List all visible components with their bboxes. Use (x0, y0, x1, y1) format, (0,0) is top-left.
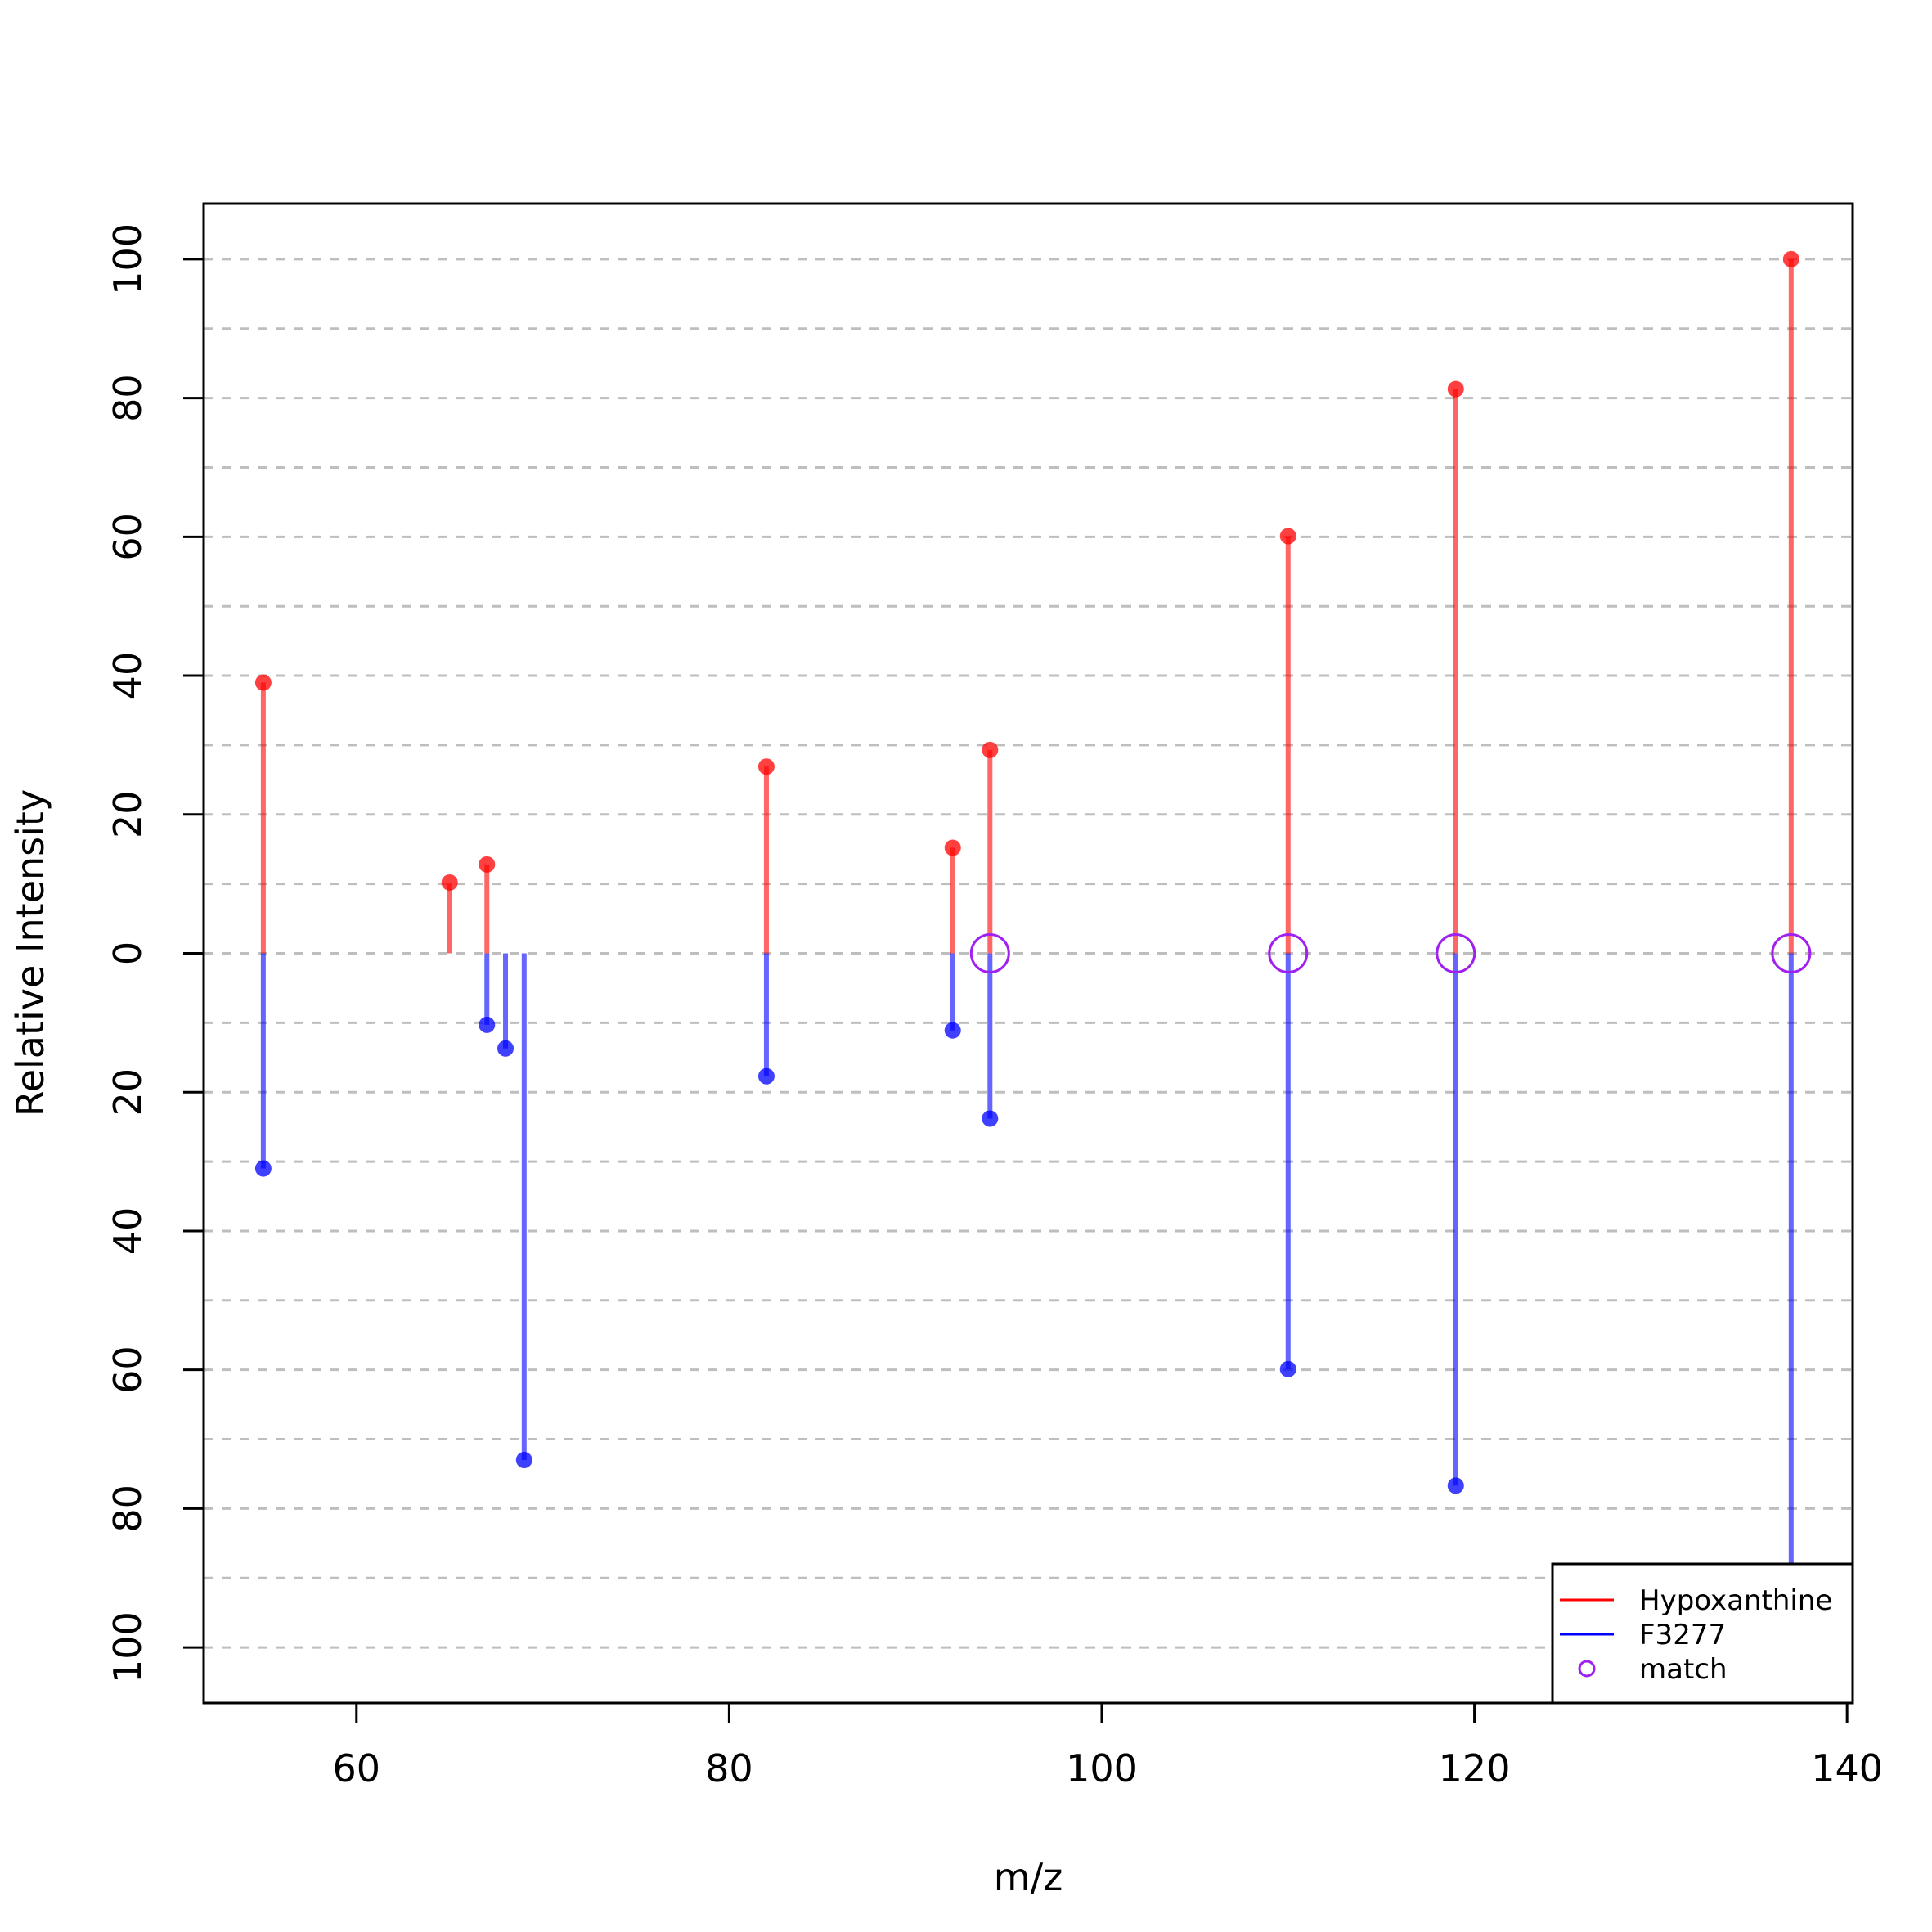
match-markers (969, 933, 1812, 973)
hypoxanthine-peak-point (1447, 380, 1464, 398)
match-circle (1771, 933, 1812, 973)
y-tick-label: 20 (106, 791, 150, 839)
f3277-peak-point (1447, 1477, 1464, 1494)
y-tick-label: 80 (106, 1485, 150, 1533)
x-axis-label: m/z (994, 1855, 1063, 1899)
y-tick-label: 80 (106, 374, 150, 422)
match-circle (1268, 933, 1309, 973)
f3277-peak-point (497, 1040, 514, 1057)
hypoxanthine-peak-point (1279, 528, 1296, 545)
y-tick-label: 100 (106, 223, 150, 295)
hypoxanthine-peak-point (982, 741, 999, 758)
spectrum-stems (254, 250, 1799, 1656)
y-tick-label: 60 (106, 513, 150, 561)
y-tick-label: 100 (106, 1611, 150, 1683)
match-circle (1436, 933, 1476, 973)
y-tick-label: 40 (106, 1207, 150, 1256)
legend-match-circle-icon (1578, 1660, 1596, 1678)
f3277-peak-point (479, 1016, 496, 1033)
legend-label-f3277: F3277 (1639, 1619, 1726, 1651)
legend-label-hypoxanthine: Hypoxanthine (1639, 1584, 1832, 1617)
legend: Hypoxanthine F3277 match (1551, 1562, 1854, 1705)
f3277-peak-point (944, 1022, 961, 1039)
hypoxanthine-peak-point (441, 874, 458, 891)
y-axis-label: Relative Intensity (8, 789, 52, 1117)
y-tick-label: 60 (106, 1346, 150, 1394)
f3277-peak-point (1279, 1360, 1296, 1377)
f3277-peak-point (515, 1451, 532, 1468)
x-tick-label: 140 (1811, 1746, 1883, 1790)
match-circle (969, 933, 1010, 973)
f3277-peak-point (982, 1110, 999, 1127)
hypoxanthine-peak-point (757, 758, 775, 775)
f3277-peak-point (757, 1067, 775, 1085)
y-tick-label: 40 (106, 652, 150, 700)
gridlines (204, 258, 1853, 1649)
hypoxanthine-peak-point (944, 839, 961, 856)
f3277-peak-point (254, 1160, 272, 1177)
hypoxanthine-peak-point (254, 674, 272, 691)
x-tick-label: 80 (705, 1746, 753, 1790)
x-axis: 60 80 100 120 140 (333, 1701, 1883, 1790)
y-tick-label: 20 (106, 1068, 150, 1117)
x-tick-label: 120 (1439, 1746, 1511, 1790)
hypoxanthine-peak-point (1782, 250, 1799, 267)
hypoxanthine-peak-point (479, 856, 496, 873)
y-axis: 100 80 60 40 20 0 20 40 60 80 100 (106, 223, 205, 1683)
x-tick-label: 100 (1066, 1746, 1138, 1790)
y-tick-label: 0 (106, 941, 150, 965)
x-tick-label: 60 (333, 1746, 381, 1790)
legend-label-match: match (1639, 1653, 1728, 1686)
